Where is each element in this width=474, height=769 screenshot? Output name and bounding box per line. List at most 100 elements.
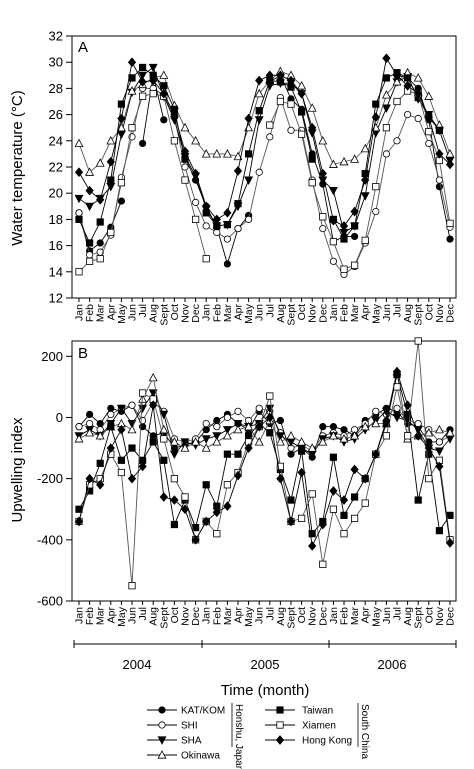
data-point-hong-kong xyxy=(170,495,179,505)
data-point-hong-kong xyxy=(297,88,306,99)
data-point-hong-kong xyxy=(106,443,115,453)
data-point-hong-kong xyxy=(233,166,243,176)
y-tick-label: -600 xyxy=(37,594,63,609)
x-tick-label: Sept xyxy=(413,304,425,326)
data-point-sha xyxy=(201,435,211,444)
data-point-hong-kong xyxy=(74,167,84,178)
data-point-okinawa xyxy=(360,421,370,431)
data-point-hong-kong xyxy=(138,461,147,472)
legend-marker-hong-kong xyxy=(275,735,285,745)
data-point-xiamen xyxy=(329,238,338,246)
data-point-xiamen xyxy=(75,268,83,276)
x-tick-label: Sept xyxy=(286,607,298,629)
data-point-sha xyxy=(116,404,126,414)
x-tick-label: Jan xyxy=(74,304,86,321)
data-point-shi xyxy=(435,438,443,446)
series-line-shi xyxy=(78,87,451,276)
x-tick-label: Jul xyxy=(264,304,276,317)
data-point-hong-kong xyxy=(191,535,200,545)
x-tick-label: Dec xyxy=(317,607,329,626)
data-point-hong-kong xyxy=(403,400,412,411)
data-point-hong-kong xyxy=(202,201,211,212)
x-tick-label: Oct xyxy=(296,304,308,320)
data-point-hong-kong xyxy=(106,156,115,167)
data-point-hong-kong xyxy=(382,53,391,64)
data-point-xiamen xyxy=(425,475,433,483)
x-tick-label: Nov xyxy=(307,303,319,322)
y-tick-label: 16 xyxy=(49,238,63,253)
x-tick-label: Sept xyxy=(158,607,170,629)
series-taiwan xyxy=(75,63,444,247)
data-point-shi xyxy=(86,419,94,428)
legend-marker-taiwan xyxy=(276,706,284,714)
x-tick-label: Nov xyxy=(180,606,192,625)
data-point-taiwan xyxy=(372,100,380,108)
data-point-taiwan xyxy=(170,520,178,529)
data-point-shi xyxy=(181,163,189,171)
data-point-taiwan xyxy=(96,459,104,467)
data-point-hong-kong xyxy=(445,159,455,170)
data-point-hong-kong xyxy=(265,412,274,423)
x-tick-label: May xyxy=(243,606,255,627)
data-point-shi xyxy=(128,401,136,409)
data-point-hong-kong xyxy=(276,70,285,81)
data-point-hong-kong xyxy=(117,113,126,124)
data-point-xiamen xyxy=(191,215,200,223)
series-line-okinawa xyxy=(78,70,451,174)
data-point-taiwan xyxy=(160,82,168,90)
data-point-okinawa xyxy=(318,135,328,145)
data-point-okinawa xyxy=(328,430,338,440)
data-point-sha xyxy=(275,432,285,441)
data-point-taiwan xyxy=(223,221,231,229)
x-tick-label: Jan xyxy=(201,607,213,624)
x-tick-label: Jun xyxy=(127,304,139,321)
data-point-hong-kong xyxy=(392,70,402,81)
data-point-shi xyxy=(202,222,210,230)
x-tick-label: Jan xyxy=(328,304,340,321)
data-point-xiamen xyxy=(170,475,178,483)
data-point-okinawa xyxy=(275,437,285,446)
data-point-hong-kong xyxy=(361,175,370,185)
data-point-hong-kong xyxy=(191,168,200,179)
data-point-xiamen xyxy=(138,92,147,100)
data-point-shi xyxy=(382,150,390,158)
x-tick-label: Nov xyxy=(434,606,446,625)
series-line-xiamen xyxy=(269,90,451,270)
data-point-hong-kong xyxy=(159,88,168,99)
data-point-shi xyxy=(202,419,210,428)
data-point-kat-kom xyxy=(213,416,221,425)
data-point-hong-kong xyxy=(371,112,380,123)
data-point-hong-kong xyxy=(350,206,359,217)
legend-label-hong-kong: Hong Kong xyxy=(302,736,352,747)
data-point-sha xyxy=(74,194,84,204)
data-point-hong-kong xyxy=(255,421,264,432)
x-tick-label: Oct xyxy=(169,607,181,623)
data-point-shi xyxy=(213,423,221,431)
data-point-shi xyxy=(255,168,263,176)
data-point-kat-kom xyxy=(446,235,454,243)
data-point-taiwan xyxy=(234,450,242,458)
data-point-hong-kong xyxy=(117,424,126,435)
x-tick-label: May xyxy=(116,606,128,627)
data-point-okinawa xyxy=(159,70,169,79)
x-tick-label: Oct xyxy=(423,607,435,623)
x-tick-label: Nov xyxy=(307,606,319,625)
legend-marker-okinawa xyxy=(157,750,167,759)
series-taiwan xyxy=(75,371,454,538)
data-point-taiwan xyxy=(149,438,157,446)
x-tick-label: Jan xyxy=(201,304,213,321)
data-point-xiamen xyxy=(329,505,338,513)
data-point-sha xyxy=(233,419,243,429)
data-point-taiwan xyxy=(382,74,391,82)
data-point-hong-kong xyxy=(276,473,285,484)
data-point-okinawa xyxy=(74,138,84,148)
x-tick-label: Dec xyxy=(190,304,202,323)
data-point-taiwan xyxy=(435,527,444,535)
data-point-taiwan xyxy=(297,108,306,116)
data-point-xiamen xyxy=(393,383,401,391)
x-tick-label: May xyxy=(370,606,382,627)
x-tick-label: Aug xyxy=(148,304,160,323)
data-point-xiamen xyxy=(266,121,274,129)
data-point-kat-kom xyxy=(160,116,168,124)
